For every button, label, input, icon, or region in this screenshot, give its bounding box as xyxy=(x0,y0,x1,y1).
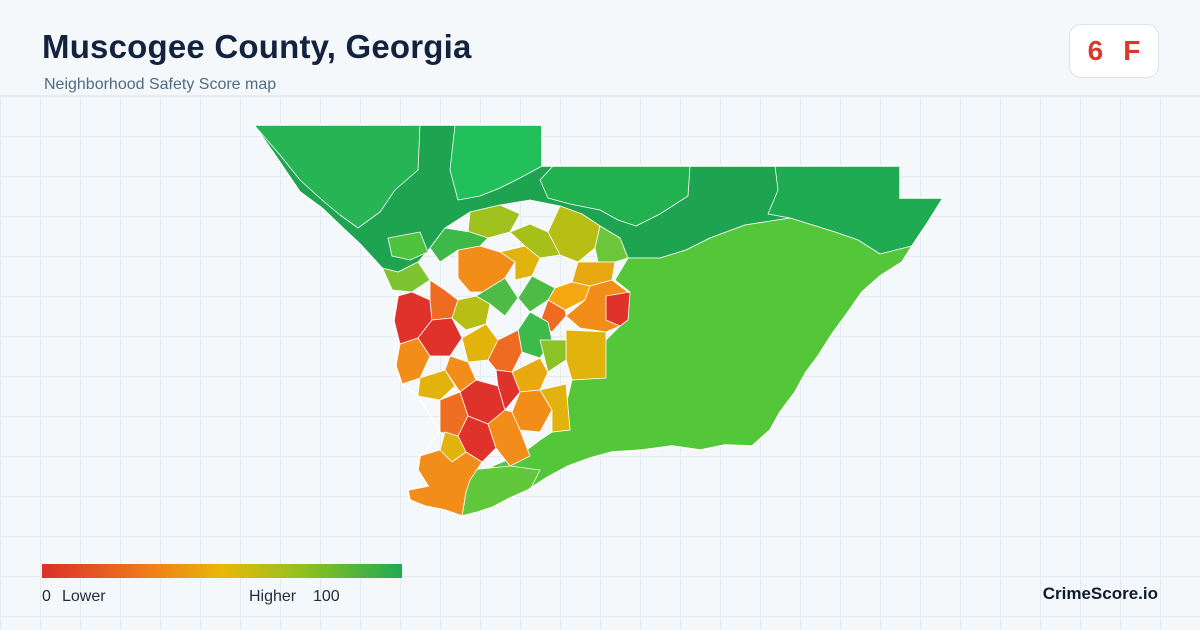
map-region[interactable] xyxy=(539,165,691,227)
legend-min-value: 0 xyxy=(42,588,51,605)
map-region[interactable] xyxy=(429,227,489,263)
grade-badge: 6 F xyxy=(1069,24,1159,78)
legend-min-label: Lower xyxy=(62,588,106,605)
legend-color-scale xyxy=(42,564,402,578)
brand-logo[interactable]: CrimeScore.io xyxy=(1042,584,1158,603)
map-region[interactable] xyxy=(387,231,429,261)
grade-letter: F xyxy=(1123,35,1141,66)
map-region[interactable] xyxy=(509,223,561,259)
map-region[interactable] xyxy=(495,369,521,411)
map-region[interactable] xyxy=(253,124,421,229)
map-region[interactable] xyxy=(565,329,607,381)
map-region[interactable] xyxy=(517,275,556,313)
page-title: Muscogee County, Georgia xyxy=(42,28,472,65)
map-region[interactable] xyxy=(487,409,531,467)
map-region[interactable] xyxy=(605,291,631,327)
grade-score: 6 xyxy=(1087,35,1104,66)
county-outline xyxy=(252,124,945,517)
map-region[interactable] xyxy=(539,339,567,373)
map-region[interactable] xyxy=(417,369,456,401)
legend-max-value: 100 xyxy=(313,588,340,605)
map-region[interactable] xyxy=(475,277,519,317)
legend-max-label: Higher xyxy=(249,588,297,605)
page-subtitle: Neighborhood Safety Score map xyxy=(44,76,277,93)
map-region[interactable] xyxy=(539,383,571,433)
header: Muscogee County, Georgia Neighborhood Sa… xyxy=(0,0,1200,96)
